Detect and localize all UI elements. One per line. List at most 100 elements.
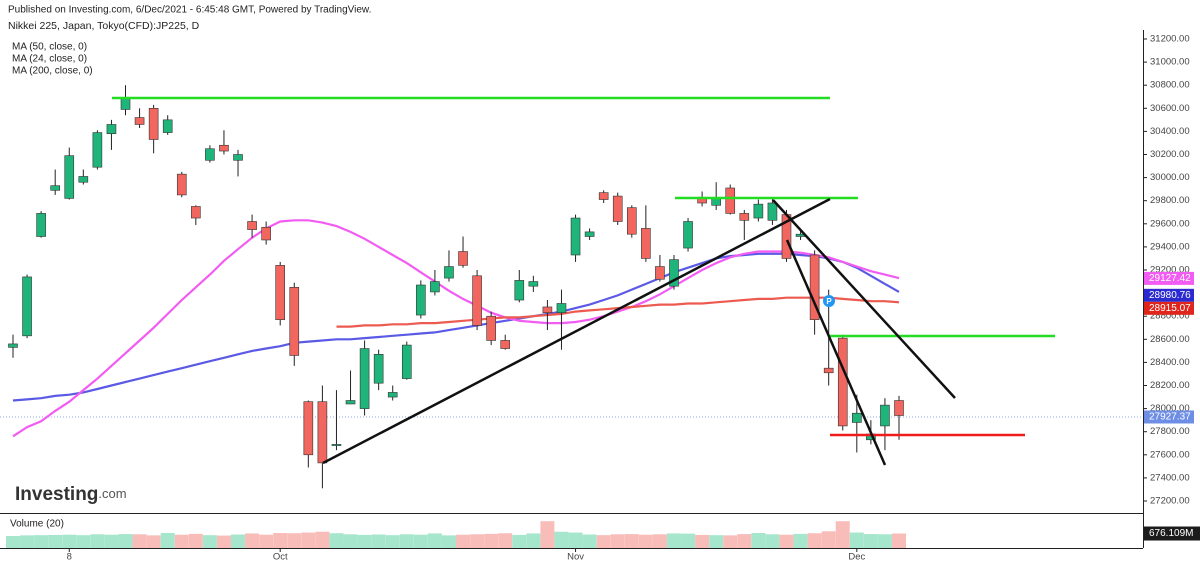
candle-body <box>162 119 173 133</box>
candle-body <box>486 315 496 341</box>
y-tick-label: 30800.00 <box>1150 80 1190 91</box>
volume-bar <box>568 532 583 548</box>
volume-bar <box>877 534 892 548</box>
price-badge-label: 28915.07 <box>1149 303 1191 314</box>
x-tick-label: 8 <box>67 552 72 563</box>
logo: Investing.com <box>15 484 127 505</box>
y-tick-label: 28800.00 <box>1150 311 1190 322</box>
candle-body <box>22 276 32 337</box>
candle-body <box>598 192 609 200</box>
y-tick-label: 29600.00 <box>1150 218 1190 229</box>
candle-body <box>837 337 848 427</box>
volume-bar <box>863 534 878 548</box>
volume-bar <box>216 535 231 548</box>
candle-body <box>387 392 398 398</box>
volume-bar <box>624 534 639 548</box>
volume-last-label: 676.109M <box>1149 528 1193 539</box>
candle-body <box>205 148 215 161</box>
x-tick-label: Dec <box>848 552 865 563</box>
candle-body <box>36 213 46 237</box>
volume-bar <box>821 531 836 548</box>
candle-body <box>148 108 159 140</box>
candle-body <box>120 97 131 110</box>
price-badge <box>1144 410 1194 424</box>
volume-bar <box>90 534 105 548</box>
candle-body <box>767 202 778 221</box>
y-tick-label: 30400.00 <box>1150 126 1190 137</box>
volume-bar <box>385 535 400 548</box>
price-badge <box>1144 288 1194 302</box>
ma-legend: MA (50, close, 0) <box>12 42 87 53</box>
volume-title: Volume (20) <box>10 519 64 530</box>
volume-bar <box>48 534 63 548</box>
candle-body <box>50 185 60 191</box>
candle-body <box>289 287 300 356</box>
volume-bar <box>132 534 147 548</box>
candle-body <box>247 221 257 230</box>
candle-body <box>894 400 904 416</box>
candle-body <box>753 203 764 219</box>
price-badge-label: 29127.42 <box>1149 273 1191 284</box>
volume-bar <box>441 535 456 548</box>
volume-bar <box>849 532 864 548</box>
volume-bar <box>638 534 653 548</box>
candle-body <box>275 265 286 320</box>
volume-bar <box>6 536 20 548</box>
candle-body <box>317 401 328 464</box>
candle-body <box>528 281 539 287</box>
candle-body <box>106 124 117 135</box>
candle-body <box>219 144 229 152</box>
volume-bar <box>202 535 217 548</box>
candle-body <box>556 303 567 314</box>
y-tick-label: 29400.00 <box>1150 241 1190 252</box>
volume-bar <box>666 533 681 548</box>
volume-bar <box>287 533 302 548</box>
volume-bar <box>146 535 161 548</box>
candle-body <box>331 444 342 446</box>
candle-body <box>233 154 243 161</box>
price-badge <box>1144 271 1194 285</box>
candle-body <box>852 412 862 423</box>
y-tick-label: 28600.00 <box>1150 334 1190 345</box>
x-tick-label: Nov <box>567 552 584 563</box>
candle-body <box>8 343 18 348</box>
volume-bar <box>582 534 597 548</box>
volume-bar <box>62 534 77 548</box>
candle-body <box>809 254 820 320</box>
volume-pane <box>6 521 906 548</box>
event-marker <box>823 295 835 307</box>
volume-bar <box>512 534 527 548</box>
volume-bar <box>273 533 288 548</box>
volume-bar <box>76 535 91 548</box>
y-tick-label: 30600.00 <box>1150 103 1190 114</box>
candle-body <box>373 354 384 384</box>
volume-bar <box>118 534 133 548</box>
volume-bar <box>681 533 696 548</box>
y-tick-label: 28000.00 <box>1150 403 1190 414</box>
volume-bar <box>526 533 541 548</box>
candle-body <box>176 173 187 196</box>
candle-body <box>430 281 440 293</box>
price-badge-label: 28980.76 <box>1149 290 1191 301</box>
y-tick-label: 27800.00 <box>1150 426 1190 437</box>
volume-bar <box>484 533 499 548</box>
volume-bar <box>892 533 906 548</box>
candle-body <box>725 187 736 214</box>
candle-body <box>711 198 721 206</box>
volume-bar <box>259 534 274 548</box>
candle-body <box>683 221 693 249</box>
trend-line <box>772 199 956 399</box>
volume-bar <box>835 521 850 548</box>
volume-bar <box>20 535 35 548</box>
event-marker-icon: P <box>826 297 832 306</box>
volume-bar <box>723 535 738 548</box>
candle-body <box>880 404 890 427</box>
candle-body <box>641 228 651 259</box>
candle-body <box>64 155 75 199</box>
candle-body <box>416 284 426 316</box>
ma-line <box>336 296 900 328</box>
published-note: Published on Investing.com, 6/Dec/2021 -… <box>8 5 371 16</box>
y-tick-label: 30000.00 <box>1150 172 1190 183</box>
